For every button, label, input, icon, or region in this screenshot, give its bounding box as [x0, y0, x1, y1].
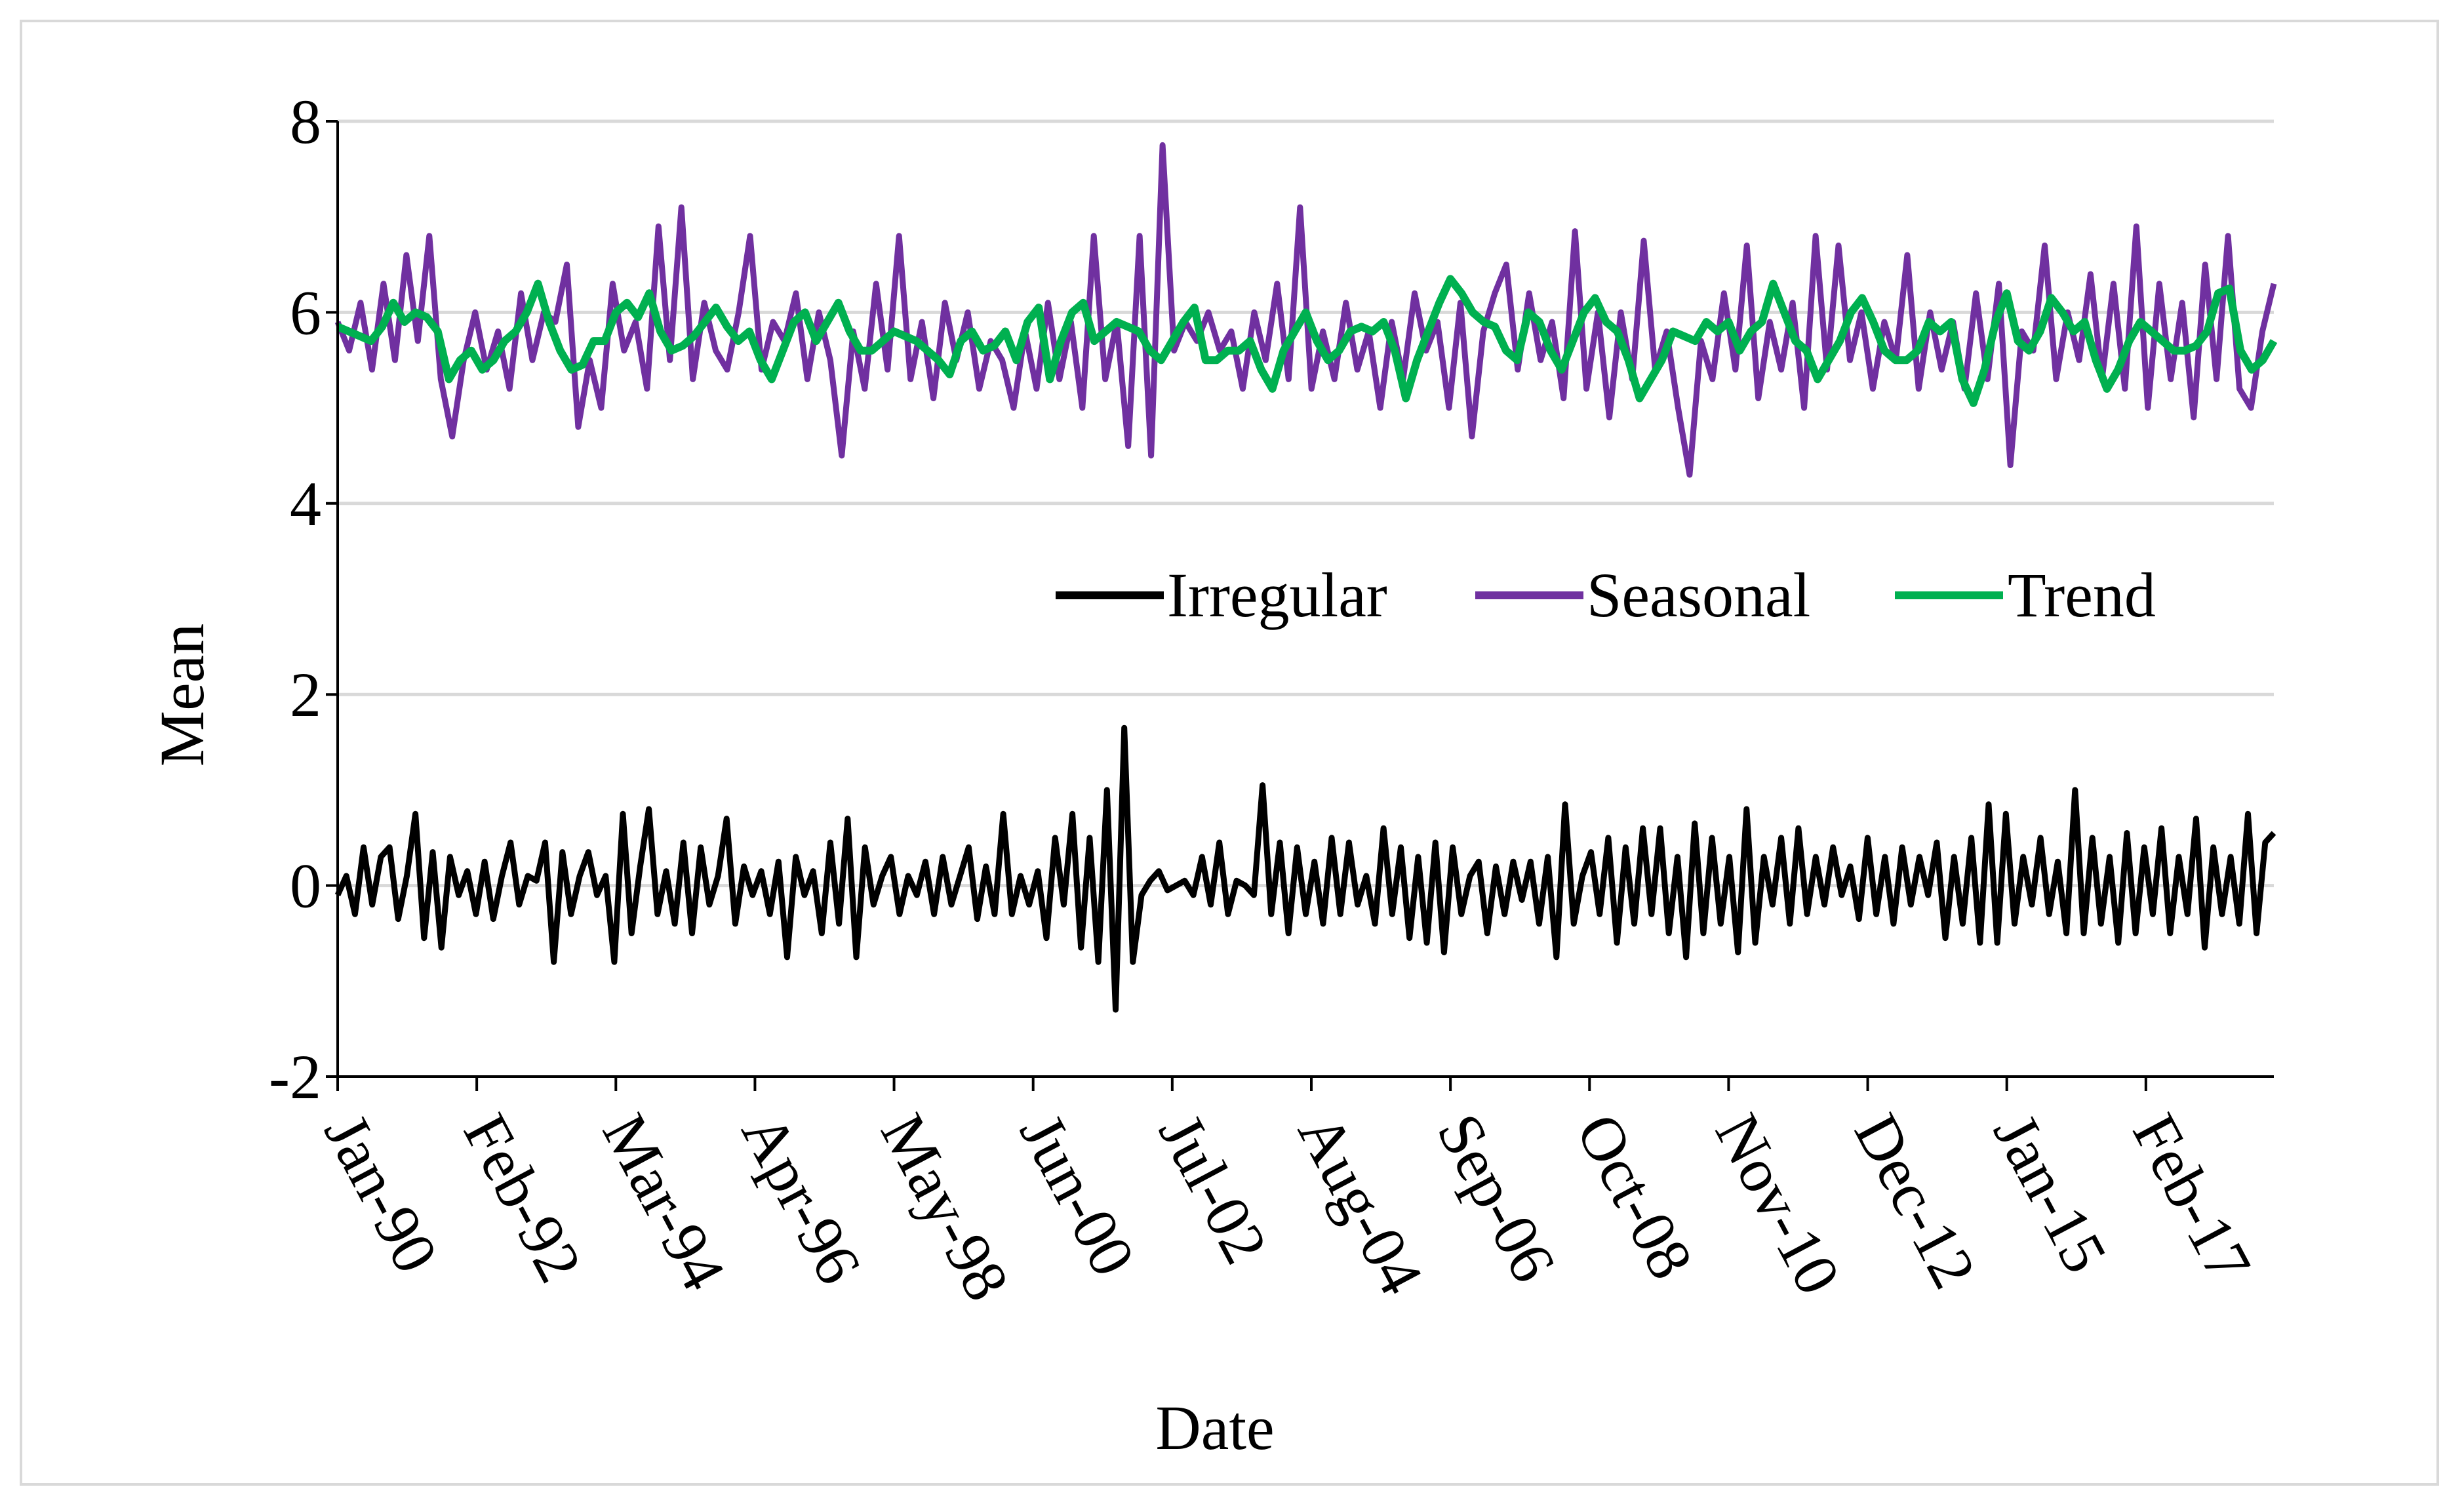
chart-frame: [20, 20, 2439, 1486]
x-tick-label: Apr-96: [728, 1103, 875, 1295]
series-lines: [334, 142, 2278, 1013]
x-axis-title: Date: [1155, 1393, 1274, 1463]
legend-label-irregular: Irregular: [1167, 560, 1387, 630]
x-tick-label: Nov-10: [1702, 1103, 1854, 1305]
y-tick-label: 8: [290, 87, 321, 157]
x-tick-label: Oct-08: [1563, 1103, 1707, 1290]
x-tick-label: Jun-00: [1006, 1103, 1149, 1287]
x-tick-label: Dec-12: [1841, 1103, 1990, 1300]
y-tick-label: 4: [290, 469, 321, 539]
y-axis-title: Mean: [147, 624, 217, 767]
legend-label-trend: Trend: [2008, 560, 2156, 630]
x-tick-label: Mar-94: [589, 1103, 740, 1301]
series-line-irregular: [334, 724, 2276, 1013]
x-tick-label: Aug-04: [1284, 1103, 1437, 1305]
x-tick-labels: Jan-90Feb-92Mar-94Apr-96May-98Jun-00Jul-…: [311, 1103, 2265, 1312]
y-tick-label: -2: [269, 1042, 321, 1112]
x-tick-label: Jan-15: [1980, 1103, 2121, 1284]
legend: Irregular Seasonal Trend: [1056, 560, 2156, 630]
axes: [336, 121, 2274, 1091]
y-tick-label: 6: [290, 277, 321, 347]
x-tick-label: Feb-17: [2119, 1103, 2265, 1293]
x-tick-label: Feb-92: [450, 1103, 596, 1293]
y-tick-label: 2: [290, 660, 321, 730]
x-tick-label: Jul-02: [1145, 1103, 1281, 1275]
x-tick-label: Jan-90: [311, 1103, 452, 1284]
legend-label-seasonal: Seasonal: [1587, 560, 1810, 630]
series-line-trend: [336, 275, 2278, 407]
y-tick-label: 0: [290, 851, 321, 921]
x-tick-label: Sep-06: [1424, 1103, 1570, 1293]
x-tick-label: May-98: [867, 1103, 1023, 1312]
y-tick-labels: -2 0 2 4 6 8: [269, 87, 321, 1112]
